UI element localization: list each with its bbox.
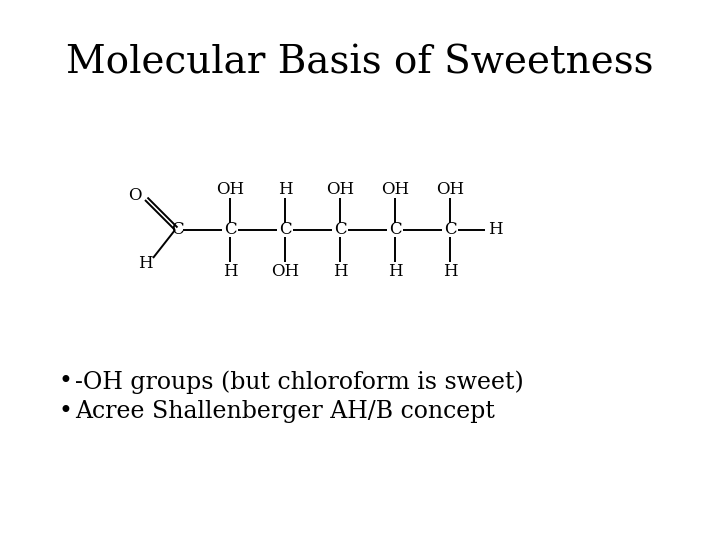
Text: Acree Shallenberger AH/B concept: Acree Shallenberger AH/B concept	[75, 400, 495, 423]
Text: H: H	[487, 221, 503, 239]
Text: H: H	[222, 262, 238, 280]
Text: H: H	[443, 262, 457, 280]
Text: •: •	[58, 400, 72, 423]
Text: OH: OH	[216, 181, 244, 199]
Text: OH: OH	[436, 181, 464, 199]
Text: C: C	[224, 221, 236, 239]
Text: C: C	[279, 221, 292, 239]
Text: -OH groups (but chloroform is sweet): -OH groups (but chloroform is sweet)	[75, 370, 523, 394]
Text: O: O	[128, 187, 142, 205]
Text: Molecular Basis of Sweetness: Molecular Basis of Sweetness	[66, 45, 654, 82]
Text: H: H	[278, 181, 292, 199]
Text: OH: OH	[271, 262, 299, 280]
Text: OH: OH	[381, 181, 409, 199]
Text: •: •	[58, 370, 72, 393]
Text: C: C	[333, 221, 346, 239]
Text: C: C	[389, 221, 401, 239]
Text: OH: OH	[326, 181, 354, 199]
Text: C: C	[171, 221, 184, 239]
Text: H: H	[333, 262, 347, 280]
Text: C: C	[444, 221, 456, 239]
Text: H: H	[387, 262, 402, 280]
Text: H: H	[138, 254, 153, 272]
